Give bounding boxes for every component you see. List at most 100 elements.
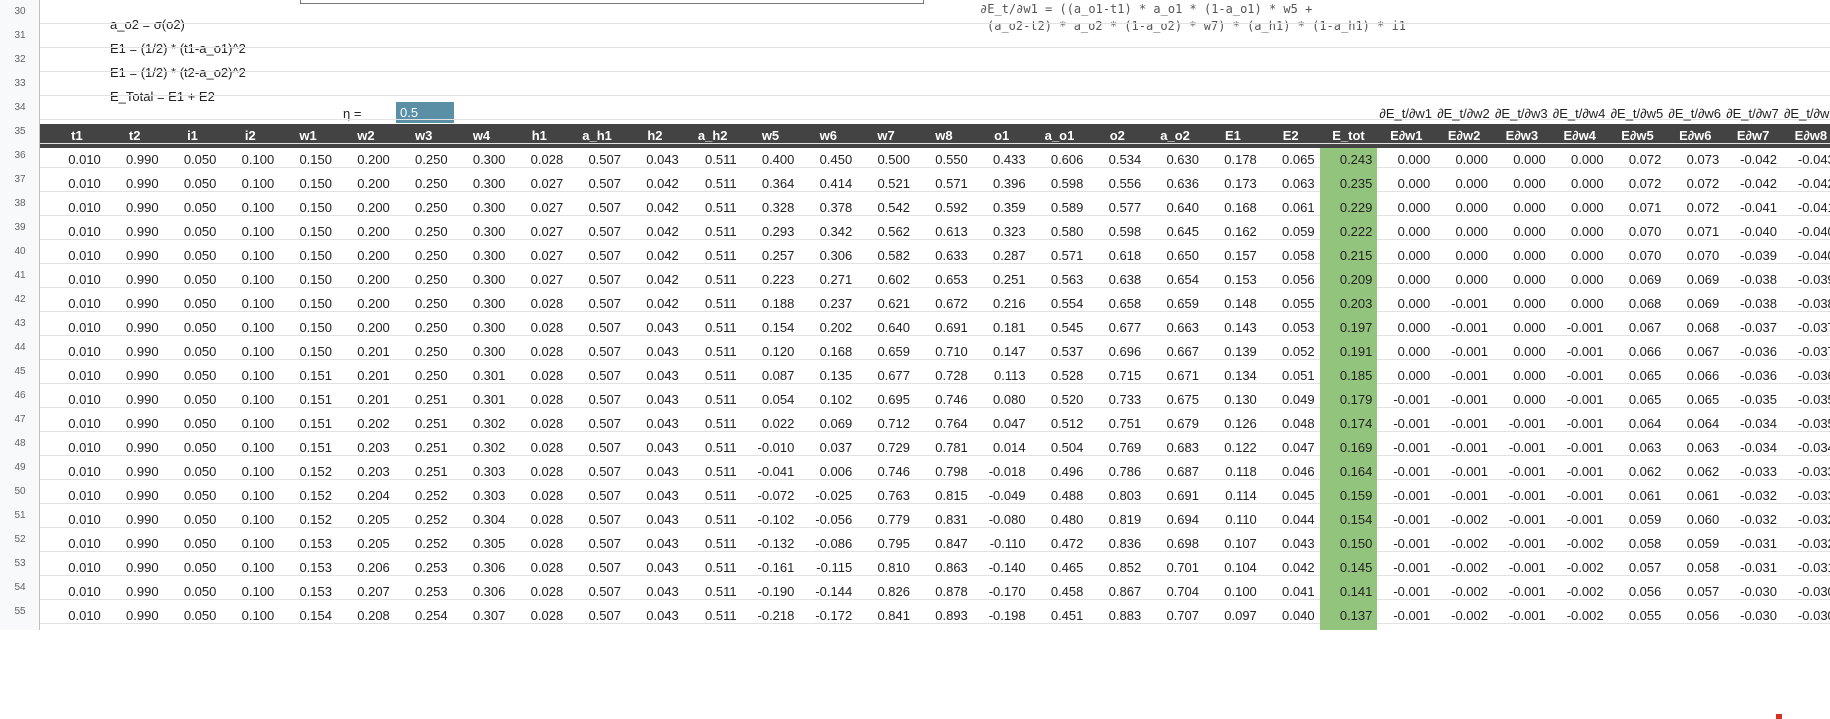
table-cell[interactable]: 0.064 <box>1686 416 1720 431</box>
derivative-label-w2[interactable]: ∂E_t/∂w2 <box>1437 106 1490 121</box>
column-header-w8[interactable]: w8 <box>935 128 953 143</box>
table-cell[interactable]: 0.050 <box>183 560 217 575</box>
table-cell[interactable]: -0.001 <box>1393 536 1431 551</box>
note-e2-formula[interactable]: E1 = (1/2) * (t2-a_o2)^2 <box>110 65 246 80</box>
column-header-a-o2[interactable]: a_o2 <box>1160 128 1190 143</box>
note-e1-formula[interactable]: E1 = (1/2) * (t1-a_o1)^2 <box>110 41 246 56</box>
table-cell[interactable]: 0.150 <box>299 152 332 167</box>
table-cell[interactable]: 0.990 <box>126 464 159 479</box>
table-cell[interactable]: 0.396 <box>993 176 1026 191</box>
table-cell[interactable]: 0.000 <box>1397 152 1431 167</box>
table-cell[interactable]: 0.022 <box>761 416 795 431</box>
row-number-47[interactable]: 47 <box>14 414 26 425</box>
table-cell[interactable]: 0.126 <box>1224 416 1257 431</box>
table-cell[interactable]: 0.893 <box>935 608 968 623</box>
table-cell[interactable]: 0.302 <box>472 416 506 431</box>
table-cell[interactable]: 0.162 <box>1224 224 1257 239</box>
table-cell[interactable]: -0.001 <box>1508 488 1546 503</box>
table-cell[interactable]: 0.065 <box>1686 392 1720 407</box>
table-cell[interactable]: 0.050 <box>183 248 217 263</box>
table-cell[interactable]: 0.200 <box>357 152 390 167</box>
table-cell[interactable]: 0.511 <box>705 320 737 335</box>
table-cell[interactable]: -0.002 <box>1451 608 1488 623</box>
table-cell[interactable]: 0.148 <box>1224 296 1257 311</box>
table-cell[interactable]: 0.185 <box>1319 364 1378 388</box>
table-cell[interactable]: 0.043 <box>646 344 679 359</box>
table-cell[interactable]: -0.002 <box>1451 536 1488 551</box>
table-cell[interactable]: 0.504 <box>1050 440 1084 455</box>
column-header-e-w6[interactable]: E∂w6 <box>1679 128 1712 143</box>
table-cell[interactable]: 0.511 <box>705 296 737 311</box>
table-cell[interactable]: 0.500 <box>877 152 910 167</box>
table-cell[interactable]: 0.867 <box>1108 584 1142 599</box>
table-cell[interactable]: 0.072 <box>1686 176 1720 191</box>
table-cell[interactable]: 0.000 <box>1513 344 1546 359</box>
table-cell[interactable]: 0.028 <box>530 296 564 311</box>
table-cell[interactable]: 0.990 <box>106 628 164 630</box>
table-cell[interactable]: 0.328 <box>761 200 795 215</box>
table-cell[interactable]: 0.039 <box>1262 628 1320 630</box>
table-cell[interactable]: 0.251 <box>415 392 448 407</box>
row-number-55[interactable]: 55 <box>14 606 26 617</box>
table-cell[interactable]: 0.507 <box>588 488 621 503</box>
table-cell[interactable]: 0.197 <box>1319 316 1378 340</box>
table-cell[interactable]: -0.001 <box>1566 440 1604 455</box>
table-cell[interactable]: 0.010 <box>68 344 101 359</box>
table-cell[interactable]: 0.746 <box>935 392 968 407</box>
table-cell[interactable]: -0.038 <box>1797 296 1830 311</box>
table-cell[interactable]: 0.287 <box>993 248 1026 263</box>
table-cell[interactable]: 0.028 <box>530 152 564 167</box>
table-cell[interactable]: 0.056 <box>1686 608 1720 623</box>
table-cell[interactable]: 0.000 <box>1455 272 1488 287</box>
table-cell[interactable]: 0.010 <box>48 628 106 630</box>
table-cell[interactable]: 0.070 <box>1686 248 1720 263</box>
table-cell[interactable]: 0.150 <box>299 344 332 359</box>
table-cell[interactable]: 0.191 <box>1319 340 1378 364</box>
table-cell[interactable]: 0.100 <box>1224 584 1257 599</box>
table-cell[interactable]: -0.110 <box>989 536 1026 551</box>
table-cell[interactable]: 0.200 <box>357 200 390 215</box>
table-cell[interactable]: 0.243 <box>1319 148 1378 172</box>
table-cell[interactable]: 0.135 <box>819 368 853 383</box>
table-cell[interactable]: -0.001 <box>1451 392 1488 407</box>
table-cell[interactable]: 0.250 <box>415 224 448 239</box>
table-cell[interactable]: 0.633 <box>935 248 968 263</box>
table-cell[interactable]: 0.059 <box>1628 512 1662 527</box>
table-cell[interactable]: 0.010 <box>68 296 101 311</box>
row-number-35[interactable]: 35 <box>14 126 26 137</box>
table-cell[interactable]: 0.250 <box>415 296 448 311</box>
derivative-label-w4[interactable]: ∂E_t/∂w4 <box>1552 106 1606 121</box>
table-cell[interactable]: 0.000 <box>1513 152 1546 167</box>
table-cell[interactable]: 0.253 <box>415 584 448 599</box>
table-cell[interactable]: 0.251 <box>415 440 448 455</box>
table-cell[interactable]: 0.364 <box>761 176 795 191</box>
table-cell[interactable]: 0.062 <box>1686 464 1720 479</box>
table-cell[interactable]: 0.000 <box>1397 224 1431 239</box>
table-cell[interactable]: 0.057 <box>1628 560 1662 575</box>
table-cell[interactable]: 0.100 <box>241 344 275 359</box>
row-number-43[interactable]: 43 <box>14 318 26 329</box>
table-cell[interactable]: 0.000 <box>1455 152 1488 167</box>
column-header-h2[interactable]: h2 <box>647 128 663 143</box>
table-cell[interactable]: 0.043 <box>646 464 679 479</box>
table-cell[interactable]: 0.205 <box>357 536 390 551</box>
table-cell[interactable]: 0.696 <box>1108 344 1142 359</box>
table-cell[interactable]: 0.049 <box>1282 392 1315 407</box>
table-cell[interactable]: 0.202 <box>357 416 390 431</box>
table-cell[interactable]: 0.542 <box>877 200 910 215</box>
table-cell[interactable]: -0.115 <box>816 560 853 575</box>
table-cell[interactable]: 0.114 <box>1225 488 1257 503</box>
table-cell[interactable]: 0.150 <box>299 272 332 287</box>
table-cell[interactable]: 0.050 <box>183 392 217 407</box>
table-cell[interactable]: 0.010 <box>68 536 101 551</box>
table-cell[interactable]: 0.511 <box>705 536 737 551</box>
column-header-w3[interactable]: w3 <box>415 128 433 143</box>
table-cell[interactable]: 0.252 <box>415 512 448 527</box>
table-cell[interactable]: 0.636 <box>1166 176 1199 191</box>
table-cell[interactable]: 0.065 <box>1282 152 1315 167</box>
table-cell[interactable]: 0.058 <box>1686 560 1720 575</box>
table-cell[interactable]: 0.100 <box>221 628 279 630</box>
table-cell[interactable]: 0.050 <box>183 176 217 191</box>
table-cell[interactable]: -0.002 <box>1566 584 1604 599</box>
table-cell[interactable]: 0.000 <box>1513 224 1546 239</box>
